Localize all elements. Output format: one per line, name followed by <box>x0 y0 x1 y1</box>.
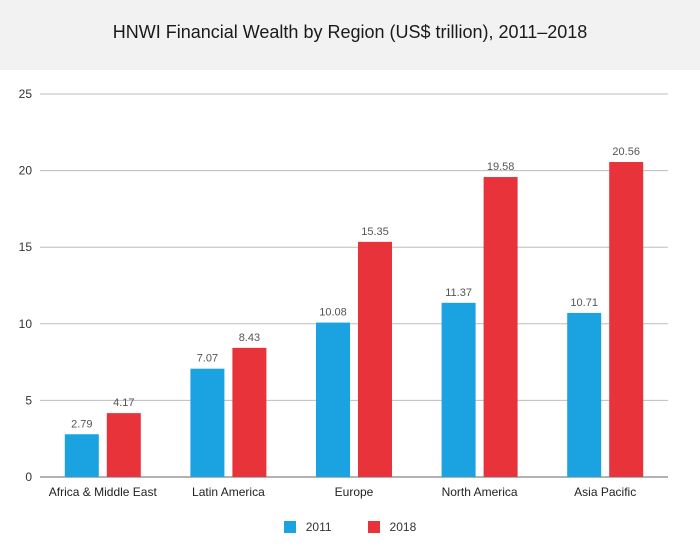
legend-label-2018: 2018 <box>389 520 417 534</box>
data-label: 8.43 <box>239 332 260 344</box>
x-tick-label: Asia Pacific <box>574 485 636 499</box>
bar-2011 <box>64 434 99 477</box>
data-label: 7.07 <box>197 353 218 365</box>
y-tick-label: 20 <box>19 164 33 178</box>
x-tick-label: Europe <box>335 485 374 499</box>
y-tick-label: 10 <box>19 317 33 331</box>
y-tick-label: 15 <box>19 240 33 254</box>
bar-2011 <box>441 302 476 477</box>
chart-title: HNWI Financial Wealth by Region (US$ tri… <box>112 22 588 42</box>
data-label: 2.79 <box>71 418 92 430</box>
bar-2011 <box>190 368 225 477</box>
bar-2018 <box>232 347 267 477</box>
x-tick-label: North America <box>442 485 518 499</box>
bar-2018 <box>358 241 392 477</box>
title-band <box>0 0 700 70</box>
data-label: 20.56 <box>612 146 640 158</box>
x-tick-label: Africa & Middle East <box>49 485 158 499</box>
bar-2011 <box>567 312 602 477</box>
y-tick-label: 0 <box>25 470 32 484</box>
y-tick-label: 25 <box>19 87 33 101</box>
data-label: 19.58 <box>487 161 515 173</box>
legend-swatch-2011 <box>283 521 296 533</box>
legend-label-2011: 2011 <box>305 520 332 534</box>
data-label: 11.37 <box>445 287 472 299</box>
legend-swatch-2018 <box>367 521 380 533</box>
y-tick-label: 5 <box>25 393 32 407</box>
bar-2018 <box>483 177 518 477</box>
x-tick-label: Latin America <box>192 485 265 499</box>
data-label: 4.17 <box>113 397 134 409</box>
data-label: 10.71 <box>570 297 598 309</box>
data-label: 10.08 <box>319 307 347 319</box>
bar-2018 <box>609 162 644 477</box>
legend-item-2011: 2011 <box>283 520 332 534</box>
legend-item-2018: 2018 <box>367 520 417 534</box>
bar-2011 <box>316 322 350 477</box>
bar-2018 <box>106 413 141 477</box>
legend: 2011 2018 <box>0 520 700 534</box>
data-label: 15.35 <box>361 226 389 238</box>
